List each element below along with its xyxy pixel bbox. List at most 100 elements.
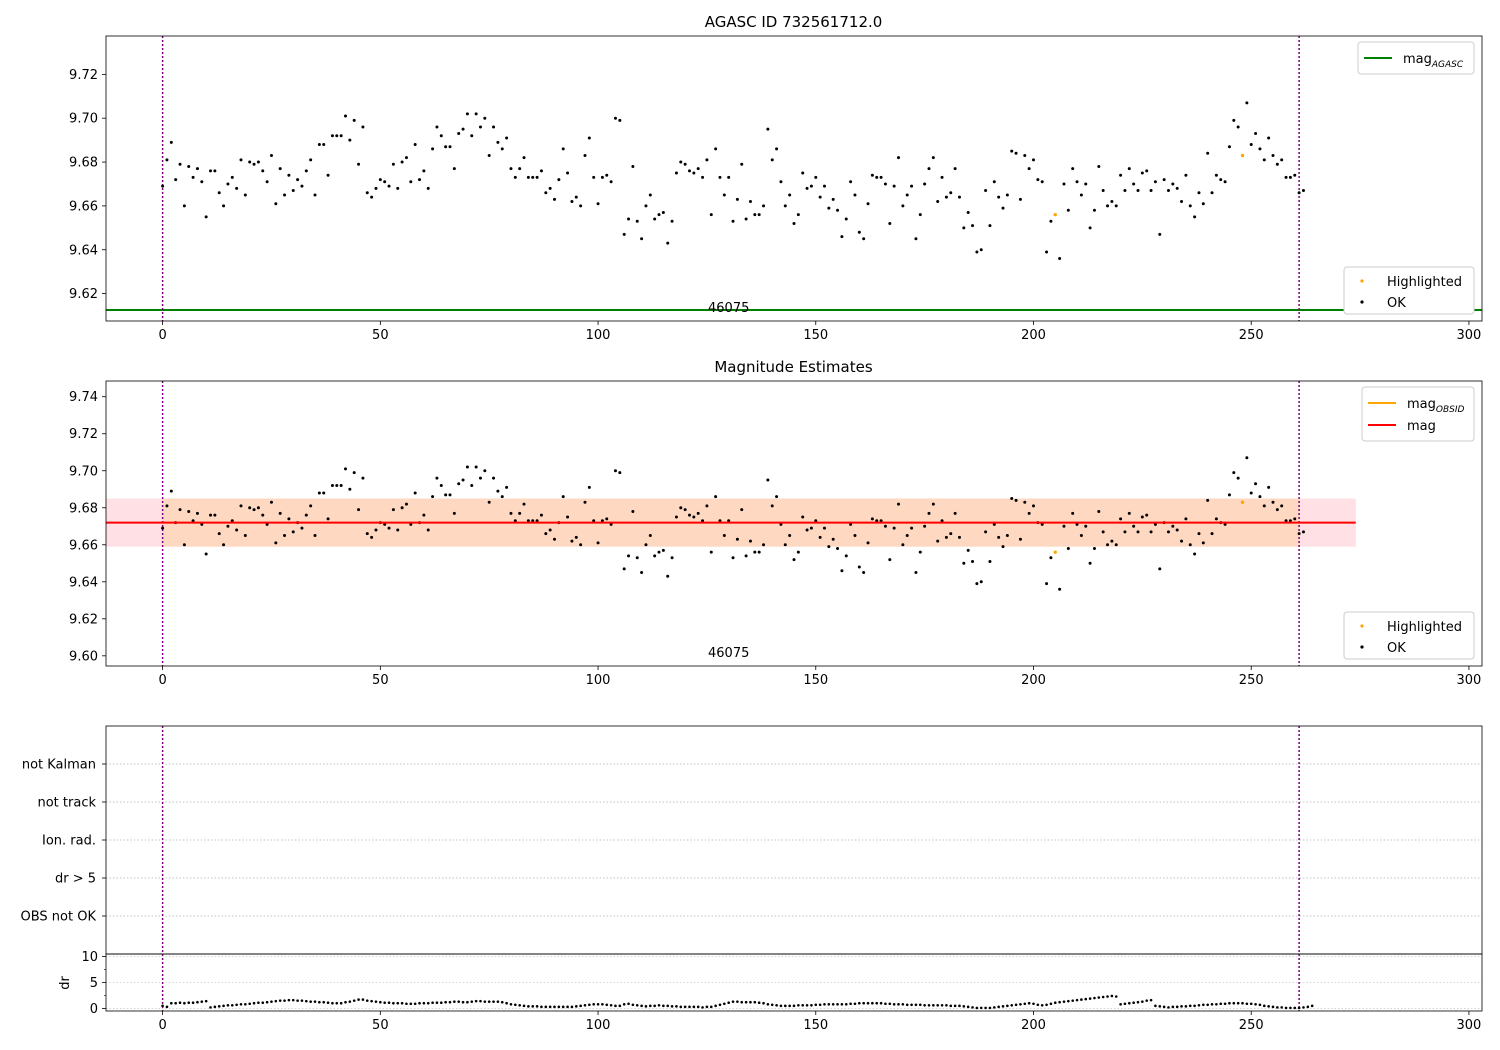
p2-ok-point (500, 495, 504, 499)
p4-dr-point (936, 1004, 939, 1007)
p1-x-tick-label: 100 (586, 328, 611, 343)
p4-dr-point (492, 1000, 495, 1003)
p1-ok-point (1158, 232, 1162, 236)
p1-ok-point (992, 180, 996, 184)
p2-x-tick-label: 200 (1021, 673, 1046, 688)
p2-ok-point (313, 534, 317, 538)
p1-ok-point (635, 219, 639, 223)
p4-dr-point (470, 1000, 474, 1003)
p4-dr-point (1202, 1003, 1205, 1007)
p1-ok-point (696, 167, 700, 171)
p4-dr-point (265, 1000, 269, 1004)
p1-ok-point (814, 175, 818, 179)
p4-dr-point (631, 1003, 635, 1007)
p2-ok-point (487, 500, 491, 504)
p1-ok-point (269, 153, 273, 157)
p4-dr-point (426, 1001, 430, 1005)
p4-dr-point (461, 1000, 465, 1004)
p2-ok-point (897, 502, 901, 506)
p1-ok-point (1014, 151, 1018, 155)
p1-ok-point (370, 195, 374, 199)
p2-ok-point (905, 534, 909, 538)
p2-ok-point (762, 543, 766, 547)
p1-ok-point (422, 169, 426, 173)
p1-legend-label: Highlighted (1387, 275, 1462, 290)
p4-dr-point (252, 1001, 256, 1005)
p4-dr-point (518, 1004, 521, 1007)
p1-obsid-label: 46075 (708, 301, 749, 316)
p2-ok-point (753, 550, 757, 554)
p1-ok-point (570, 200, 574, 204)
p4-dr-point (318, 1000, 321, 1004)
p2-ok-point (971, 559, 975, 563)
p4-dr-point (688, 1005, 691, 1009)
p2-ok-point (169, 489, 173, 493)
p1-ok-point (309, 158, 313, 162)
p1-y-tick-label: 9.68 (69, 156, 98, 171)
p1-ok-point (944, 195, 948, 199)
p2-ok-point (200, 522, 204, 526)
p1-ok-point (178, 162, 182, 166)
p4-dr-point (1193, 1004, 1196, 1008)
p1-ok-point (391, 162, 395, 166)
p4-dr-point (1027, 1001, 1031, 1005)
p4-dr-point (483, 1000, 487, 1003)
p1-ok-point (1071, 167, 1075, 171)
p4-dr-point (1075, 998, 1079, 1002)
p1-ok-point (352, 118, 356, 122)
p4-dr-point (439, 1001, 443, 1005)
p4-dr-point (1032, 1002, 1035, 1006)
p1-ok-point (757, 213, 761, 217)
p4-dr-point (657, 1004, 661, 1007)
p4-dr-point (1284, 1006, 1288, 1010)
p1-ok-point (892, 184, 896, 188)
p1-ok-point (165, 158, 169, 162)
p2-ok-point (352, 471, 356, 475)
p4-dr-point (1219, 1002, 1223, 1006)
p2-ok-point (1066, 546, 1070, 550)
p4-dr-point (392, 1001, 395, 1005)
p1-ok-point (670, 219, 674, 223)
p1-ok-point (779, 180, 783, 184)
p1-ok-point (526, 175, 530, 179)
p2-ok-point (822, 526, 826, 530)
p1-ok-point (735, 197, 739, 201)
p2-ok-point (927, 511, 931, 515)
p2-ok-point (796, 550, 800, 554)
p4-dr-point (1228, 1001, 1231, 1005)
p2-ok-point (1040, 522, 1044, 526)
p4-x-tick-label: 100 (586, 1018, 611, 1033)
p1-ok-point (648, 193, 652, 197)
p2-ok-point (539, 513, 543, 517)
p4-dr-point (862, 1001, 865, 1005)
p1-ok-point (927, 167, 931, 171)
p4-dr-point (396, 1001, 400, 1005)
p2-ok-point (1075, 522, 1079, 526)
p1-ok-point (1162, 178, 1166, 182)
p4-dr-point (649, 1004, 652, 1008)
p2-ok-point (1166, 530, 1170, 534)
p4-y-axis-label: dr (58, 976, 73, 990)
p2-ok-point (975, 582, 979, 586)
p4-dr-point (561, 1005, 565, 1009)
p1-ok-point (1180, 200, 1184, 204)
p1-ok-point (518, 167, 522, 171)
p2-ok-point (605, 517, 609, 521)
p2-ok-point (209, 513, 213, 517)
p2-ok-point (1236, 476, 1240, 480)
p2-y-tick-label: 9.72 (69, 427, 98, 442)
plot2-title: Magnitude Estimates (714, 358, 872, 376)
p4-dr-point (1154, 1004, 1157, 1008)
p4-dr-point (609, 1004, 613, 1007)
p1-ok-point (897, 156, 901, 160)
p2-ok-point (265, 522, 269, 526)
p1-ok-point (910, 184, 914, 188)
p1-ok-point (330, 134, 334, 138)
p1-ok-point (1271, 153, 1275, 157)
p2-ok-point (744, 554, 748, 558)
p1-ok-point (966, 210, 970, 214)
p1-ok-point (1097, 164, 1101, 168)
p2-highlighted-point (1053, 550, 1057, 554)
p1-ok-point (465, 112, 469, 116)
p2-ok-point (1227, 493, 1231, 497)
